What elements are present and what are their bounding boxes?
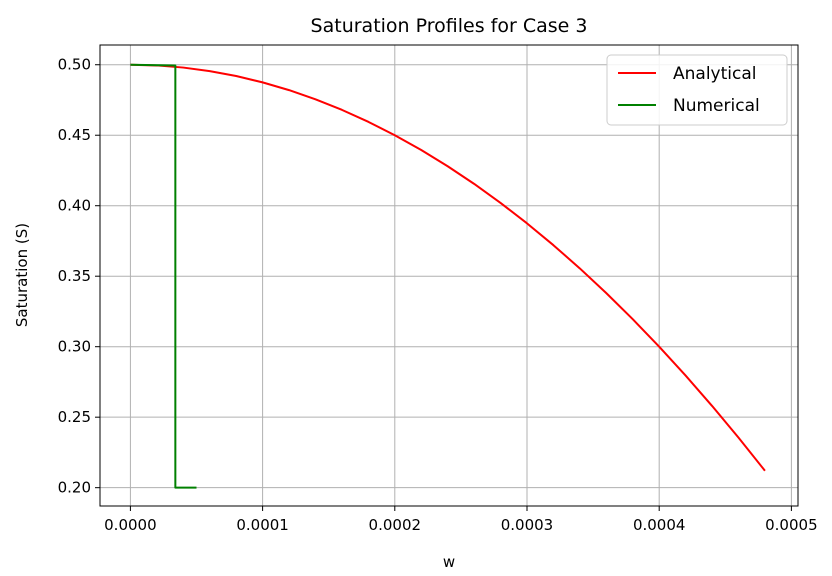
x-tick-label: 0.0002 [369,516,422,534]
y-tick-label: 0.45 [58,126,91,144]
series-line-analytical [130,63,766,472]
y-tick-label: 0.25 [58,408,91,426]
y-tick-label: 0.40 [58,197,91,215]
chart-title: Saturation Profiles for Case 3 [311,15,588,37]
x-axis-ticks: 0.0000 0.0001 0.0002 0.0003 0.0004 0.0005 [104,506,818,534]
series-line-numerical [130,63,197,489]
x-tick-label: 0.0005 [765,516,818,534]
x-tick-label: 0.0000 [104,516,157,534]
y-tick-label: 0.20 [58,479,91,497]
legend-label-analytical: Analytical [673,64,756,84]
y-axis-label: Saturation (S) [13,223,31,327]
y-tick-label: 0.30 [58,338,91,356]
x-tick-label: 0.0001 [236,516,289,534]
series-layer [130,63,766,489]
y-tick-label: 0.35 [58,267,91,285]
legend-label-numerical: Numerical [673,96,760,116]
legend: Analytical Numerical [606,54,788,126]
x-tick-label: 0.0003 [501,516,554,534]
x-tick-label: 0.0004 [633,516,686,534]
plot-frame [99,44,799,507]
y-tick-label: 0.50 [58,56,91,74]
x-axis-label: w [443,553,455,571]
y-axis-ticks: 0.20 0.25 0.30 0.35 0.40 0.45 0.50 [58,56,100,497]
